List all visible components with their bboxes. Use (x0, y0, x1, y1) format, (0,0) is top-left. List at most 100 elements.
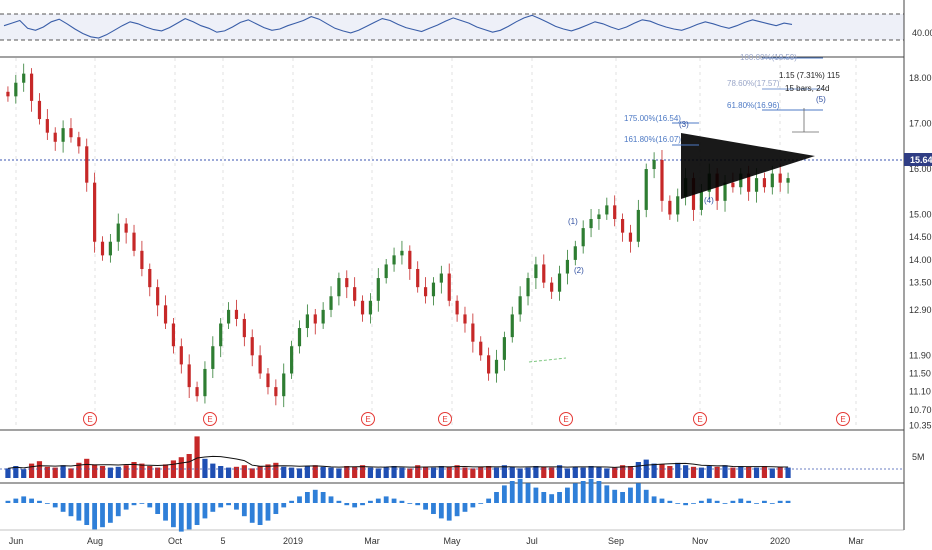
earnings-marker-label: E (840, 415, 845, 424)
time-axis: Jun Aug Oct 5 2019 Mar May Jul Sep Nov 2020 Mar (9, 536, 864, 546)
candle-body (258, 355, 262, 374)
earnings-marker[interactable] (559, 412, 573, 426)
oscillator-bar (706, 498, 712, 503)
oscillator-bar (44, 503, 50, 504)
oscillator-bar (202, 503, 208, 519)
price-tick-label: 12.90 (909, 305, 932, 315)
candle-body (37, 100, 42, 120)
oscillator-bar (454, 503, 460, 517)
candle-body (187, 364, 191, 388)
oscillator-bar (273, 503, 279, 514)
candle-body (234, 309, 239, 319)
candle-body (321, 309, 325, 324)
earnings-marker[interactable] (361, 412, 375, 426)
oscillator-bar (754, 503, 759, 504)
oscillator-bar (533, 487, 539, 503)
volume-bar (186, 454, 192, 478)
candle-body (526, 278, 530, 297)
oscillator-bar (5, 500, 11, 503)
candle-body (329, 296, 333, 310)
candle-body (6, 91, 10, 97)
volume-panel (0, 436, 904, 478)
volume-bar (501, 465, 507, 478)
candle-body (226, 309, 231, 324)
candle-body (219, 323, 223, 347)
volume-bar (407, 468, 413, 478)
oscillator-bar (226, 503, 231, 506)
volume-bar (162, 464, 169, 478)
candle-body (565, 259, 570, 274)
volume-bar (493, 467, 500, 478)
oscillator-bar (549, 494, 555, 503)
volume-bar (470, 468, 476, 478)
oscillator-bar (194, 503, 200, 525)
volume-bar (52, 467, 58, 478)
fib-label-100: 100.00%(18.59) (740, 53, 797, 62)
oscillator-bar (265, 503, 271, 521)
volume-bar (675, 462, 681, 478)
volume-bar (541, 466, 547, 478)
volume-bar (722, 465, 728, 478)
oscillator-bar (470, 503, 476, 508)
time-tick-label: 5 (220, 536, 225, 546)
volume-bar (391, 466, 397, 478)
oscillator-panel (5, 478, 791, 532)
volume-bar (643, 459, 649, 478)
volume-bar (738, 466, 744, 478)
volume-bar (92, 464, 98, 478)
volume-bar (84, 458, 90, 478)
price-tick-label: 16.00 (909, 164, 932, 174)
candle-body (93, 182, 97, 242)
volume-bar (430, 467, 437, 478)
volume-bar (304, 466, 310, 478)
earnings-marker[interactable] (836, 412, 850, 426)
support-dash (528, 357, 567, 363)
volume-bar (359, 465, 366, 478)
volume-bar (785, 467, 791, 478)
earnings-marker[interactable] (203, 412, 217, 426)
rsi-panel (3, 14, 793, 39)
candle-body (518, 296, 522, 315)
volume-bar (572, 466, 578, 478)
candle-body (353, 287, 357, 301)
candle-body (195, 387, 199, 397)
candle-body (171, 323, 176, 347)
price-tick-label: 10.35 (909, 421, 932, 431)
current-price-badge (904, 153, 932, 166)
candle-body (282, 373, 286, 397)
earnings-marker[interactable] (83, 412, 97, 426)
oscillator-bar (762, 500, 767, 503)
candle-body (605, 205, 609, 215)
volume-bar (320, 466, 326, 478)
volume-bar (619, 465, 626, 478)
volume-bar (28, 463, 35, 478)
oscillator-bar (659, 498, 665, 503)
candle-body (203, 368, 207, 397)
earnings-marker[interactable] (693, 412, 707, 426)
oscillator-bar (13, 498, 19, 503)
candle-body (45, 119, 49, 133)
volume-bar (604, 468, 610, 478)
oscillator-bar (494, 492, 499, 503)
oscillator-bar (604, 485, 610, 503)
candle-body (132, 232, 136, 251)
price-tick-label: 13.50 (909, 278, 932, 288)
volume-bar (399, 467, 405, 478)
oscillator-bar (462, 503, 468, 512)
oscillator-bar (312, 489, 318, 503)
oscillator-bar (565, 487, 570, 503)
earnings-marker[interactable] (438, 412, 452, 426)
volume-bar (194, 436, 200, 478)
oscillator-bar (241, 503, 247, 517)
candle-body (156, 287, 160, 306)
candle-body (597, 214, 601, 220)
oscillator-bar (281, 503, 287, 508)
earnings-marker-label: E (697, 415, 702, 424)
oscillator-bar (155, 503, 161, 514)
volume-bar (375, 468, 381, 478)
candle-body (148, 268, 152, 288)
earnings-marker-label: E (87, 415, 92, 424)
oscillator-bar (769, 503, 775, 504)
oscillator-bar (139, 503, 145, 504)
candle-body (455, 300, 459, 315)
